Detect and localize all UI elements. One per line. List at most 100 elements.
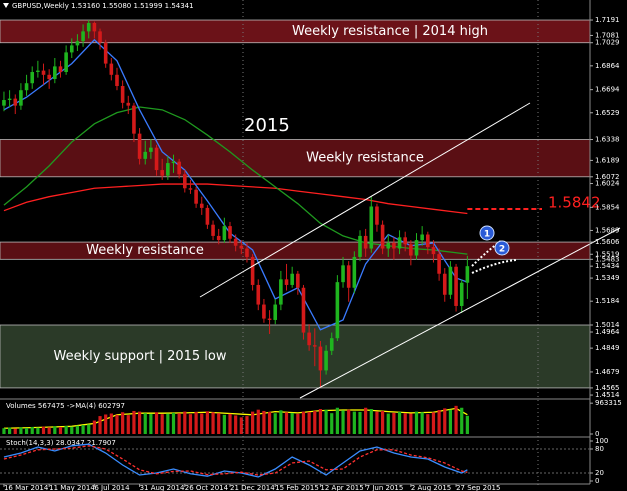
candle-body	[245, 248, 249, 257]
candle-body	[7, 98, 12, 101]
candle-body	[279, 279, 283, 305]
candle-body	[454, 266, 458, 306]
volume-bar	[41, 426, 46, 434]
candle-body	[194, 189, 198, 204]
candle-body	[69, 45, 74, 53]
candle-body	[403, 237, 408, 245]
volume-bar	[420, 412, 424, 434]
channel-line	[199, 102, 531, 298]
y-tick-label: 1.5854	[595, 203, 620, 211]
x-tick-label: 15 Feb 2015	[275, 484, 319, 491]
y-tick-label: 1.5184	[595, 297, 620, 305]
candle-body	[273, 304, 278, 320]
volume-bar	[228, 413, 232, 434]
x-tick-label: 26 Oct 2014	[185, 484, 229, 491]
volume-bar	[256, 409, 260, 434]
candle-body	[329, 338, 334, 351]
candle-body	[324, 350, 328, 371]
y-tick-label: 1.5689	[595, 226, 620, 234]
y-tick-label: 1.5606	[595, 238, 620, 246]
candle-body	[239, 245, 244, 249]
candle-body	[58, 66, 63, 73]
candle-body	[409, 244, 413, 256]
candle-body	[211, 224, 215, 236]
y-tick-label: 1.4565	[595, 384, 620, 392]
candle-body	[81, 31, 85, 42]
volume-bar	[397, 411, 402, 434]
y-tick-label: 1.4849	[595, 344, 620, 352]
volume-bar	[352, 411, 356, 434]
x-tick-label: 11 May 2014	[49, 484, 95, 491]
candle-body	[98, 31, 102, 43]
candle-body	[426, 234, 430, 248]
candle-body	[341, 265, 345, 283]
volume-bar	[47, 427, 51, 434]
zone-label: Weekly resistance | 2014 high	[292, 24, 488, 39]
x-tick-label: 6 Jul 2014	[94, 484, 130, 491]
candle-body	[301, 287, 306, 333]
stoch-main	[3, 443, 468, 478]
stoch-title: Stoch(14,3,3) 28.0347 21.7907	[6, 439, 116, 447]
volume-bar	[262, 410, 266, 434]
overlay: 1 2 2015 GBPUSD,Weekly 1.53160 1.55080 1…	[0, 0, 621, 485]
stoch-tick-label: 80	[595, 445, 604, 453]
volume-bar	[30, 426, 34, 434]
volume-bar	[454, 405, 458, 434]
x-tick-label: 16 Mar 2014	[4, 484, 49, 491]
candle-body	[420, 234, 424, 241]
candle-body	[154, 147, 159, 171]
volume-bar	[194, 411, 198, 434]
volume-bar	[375, 411, 379, 434]
y-tick-label: 1.6864	[595, 62, 620, 70]
candle-body	[290, 273, 294, 285]
volume-bar	[211, 412, 215, 434]
volume-bar	[109, 413, 113, 434]
volume-bar	[24, 427, 29, 434]
volume-bar	[132, 410, 136, 434]
volume-bar	[234, 415, 238, 434]
x-tick-label: 27 Sep 2015	[456, 484, 500, 491]
candle-body	[47, 74, 51, 80]
y-tick-label: 1.5434	[595, 262, 620, 270]
arrow	[471, 259, 517, 274]
candle-body	[448, 266, 453, 295]
y-tick-label: 1.7191	[595, 16, 620, 24]
candle-body	[437, 254, 441, 274]
volume-bar	[313, 410, 317, 434]
moving-average	[3, 183, 468, 215]
marker-label: 1	[484, 230, 490, 240]
y-tick-label: 1.6189	[595, 156, 620, 164]
volume-bar	[364, 407, 368, 434]
candle-body	[363, 235, 368, 249]
y-tick-label: 1.4964	[595, 328, 620, 336]
volume-bar	[324, 409, 328, 434]
y-tick-label: 1.5483	[595, 255, 620, 263]
volume-bar	[386, 413, 390, 434]
volume-bar	[222, 414, 226, 434]
volume-bar	[75, 425, 80, 434]
volume-bar	[358, 411, 362, 434]
y-tick-label: 1.4679	[595, 368, 620, 376]
volume-bar	[245, 416, 249, 434]
volume-bar	[177, 413, 181, 434]
candle-body	[392, 242, 396, 249]
candle-body	[182, 174, 187, 189]
candle-body	[250, 256, 255, 285]
candle-body	[126, 102, 131, 106]
candle-body	[386, 242, 391, 249]
y-tick-label: 1.5014	[595, 321, 620, 329]
candle-body	[2, 100, 6, 106]
candle-body	[369, 206, 374, 249]
volume-bar	[239, 417, 243, 434]
candle-body	[318, 346, 323, 371]
candle-body	[459, 282, 464, 306]
candle-body	[267, 318, 272, 320]
volume-bar	[296, 413, 300, 434]
candle-body	[36, 70, 40, 73]
volume-bar	[431, 412, 436, 434]
volume-bar	[98, 416, 102, 434]
volume-bar	[330, 413, 334, 434]
stoch-tick-label: 100	[595, 437, 608, 445]
channel-line	[299, 227, 621, 399]
y-tick-label: 1.6529	[595, 109, 620, 117]
